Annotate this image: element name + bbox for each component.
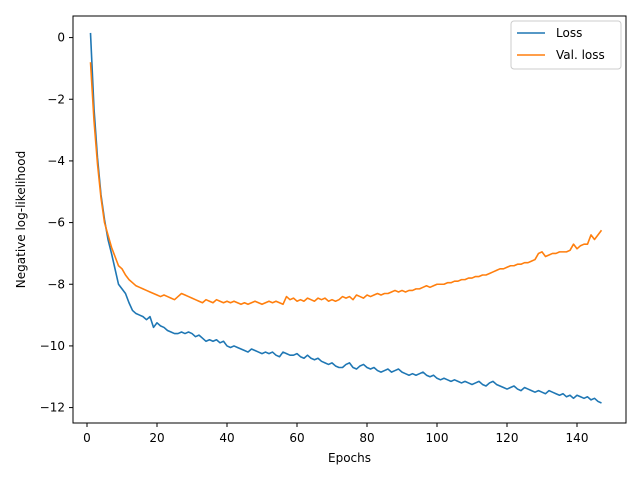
legend: Loss Val. loss (510, 20, 622, 70)
y-tick-label: 0 (57, 31, 65, 45)
y-axis-ticks: 0 −2 −4 −6 −8 −10 −12 (40, 31, 73, 415)
legend-label-2: Val. loss (556, 48, 605, 62)
plot-frame (72, 15, 627, 424)
x-tick-label: 0 (83, 431, 91, 445)
series-line-2 (89, 62, 603, 306)
y-tick-label: −4 (47, 154, 65, 168)
y-tick-label: −10 (40, 339, 65, 353)
x-tick-label: 40 (219, 431, 234, 445)
x-tick-label: 20 (149, 431, 164, 445)
plot-lines (89, 32, 603, 404)
x-tick-label: 120 (496, 431, 519, 445)
legend-label-1: Loss (556, 26, 582, 40)
y-tick-label: −8 (47, 277, 65, 291)
series-line-1 (89, 32, 602, 404)
y-tick-label: −12 (40, 401, 65, 415)
x-tick-label: 100 (426, 431, 449, 445)
y-axis-label: Negative log-likelihood (14, 151, 28, 288)
y-tick-label: −6 (47, 216, 65, 230)
x-tick-label: 80 (359, 431, 374, 445)
x-axis-ticks: 0 20 40 60 80 100 120 140 (83, 423, 588, 445)
y-tick-label: −2 (47, 92, 65, 106)
x-axis-label: Epochs (328, 451, 371, 465)
x-tick-label: 60 (289, 431, 304, 445)
x-tick-label: 140 (566, 431, 589, 445)
